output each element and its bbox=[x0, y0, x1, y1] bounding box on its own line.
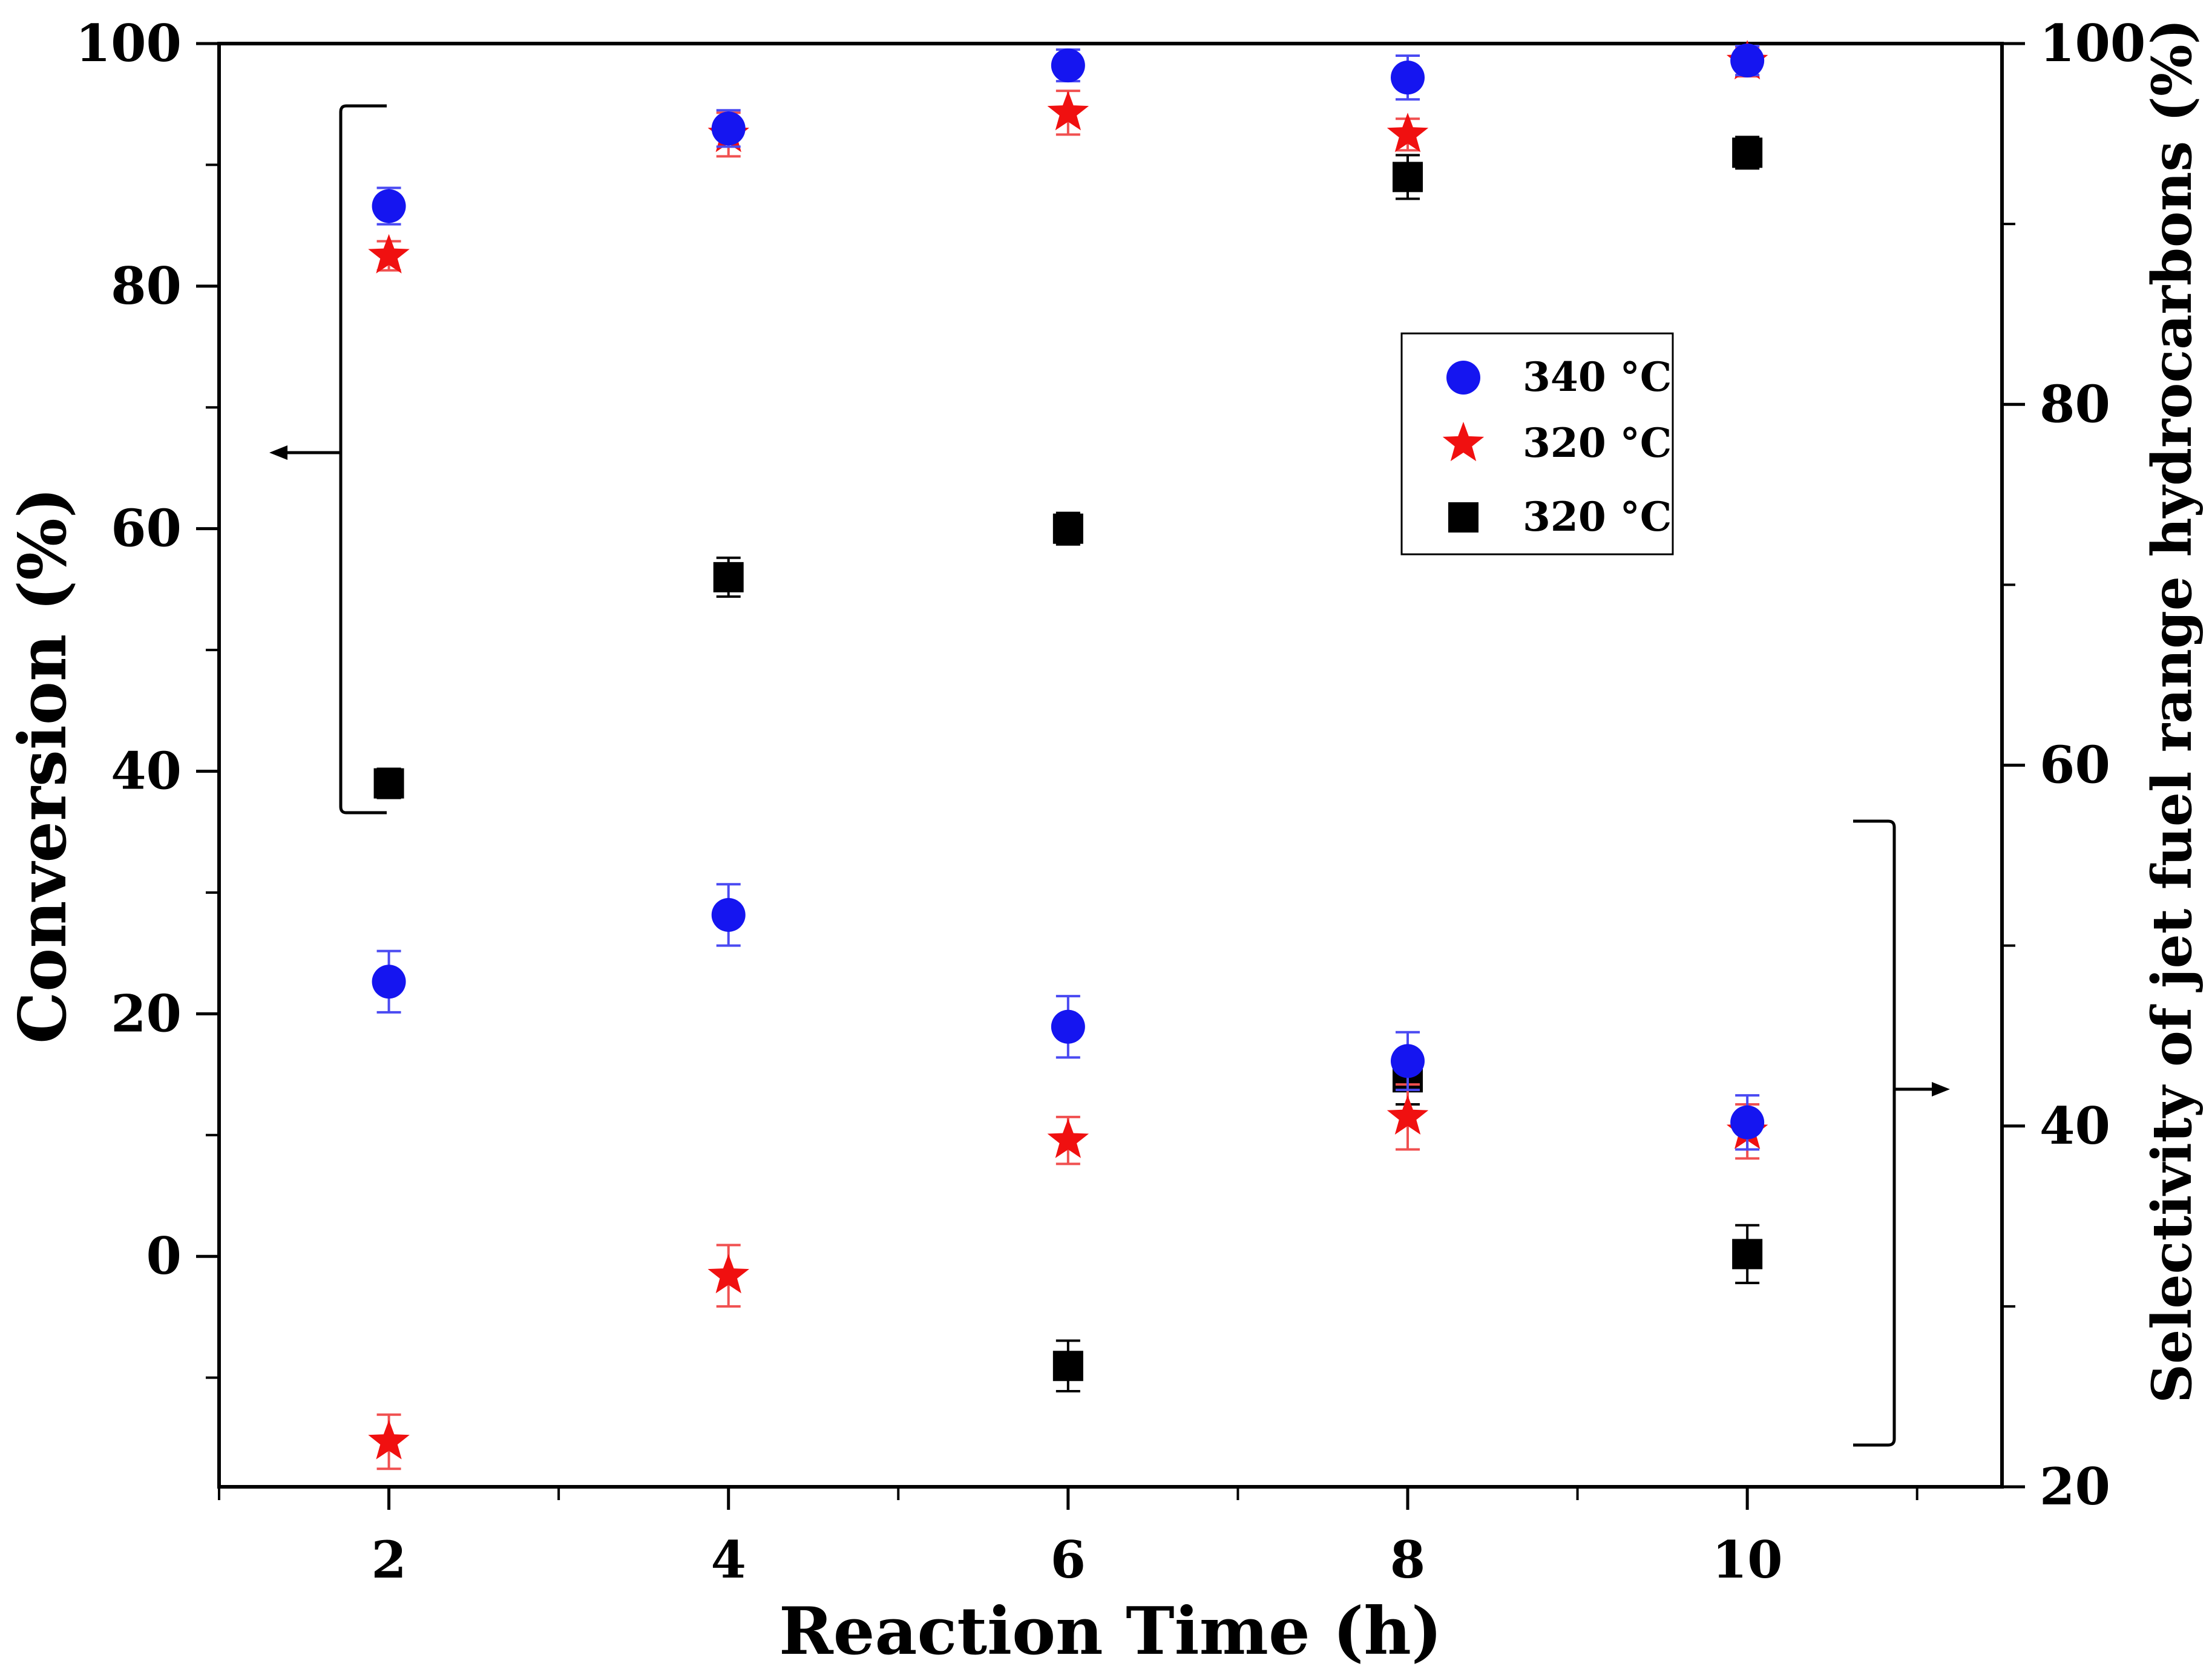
x-tick-label: 10 bbox=[1712, 1530, 1783, 1590]
data-point-conversion-square bbox=[713, 562, 744, 592]
data-point-selectivity-star bbox=[1387, 1095, 1429, 1135]
y-right-tick-label: 100 bbox=[2040, 13, 2145, 73]
bracket-annotations bbox=[269, 104, 1950, 1447]
data-point-conversion-circle bbox=[711, 111, 746, 146]
legend-marker-star bbox=[1442, 422, 1485, 462]
left-bracket bbox=[275, 104, 387, 815]
data-point-selectivity-star bbox=[1047, 1118, 1089, 1158]
data-point-selectivity-star bbox=[368, 1420, 410, 1460]
data-point-conversion-star bbox=[1387, 113, 1429, 152]
data-point-conversion-square bbox=[1052, 513, 1083, 544]
data-point-conversion-square bbox=[373, 768, 404, 799]
data-point-selectivity-square bbox=[1732, 1239, 1763, 1270]
data-point-conversion-star bbox=[1047, 91, 1089, 131]
data-point-conversion-square bbox=[1393, 162, 1423, 192]
legend-label: 320 °C bbox=[1523, 419, 1672, 467]
legend-marker-circle bbox=[1446, 361, 1480, 395]
x-axis-title: Reaction Time (h) bbox=[779, 1593, 1442, 1670]
axes-ticks bbox=[196, 42, 2025, 1510]
right-arrow-icon bbox=[1932, 1082, 1950, 1096]
y-axis-left-title: Conversion (%) bbox=[5, 487, 81, 1044]
y-right-tick-label: 60 bbox=[2040, 735, 2110, 795]
legend: 340 °C 320 °C 320 °C bbox=[1400, 332, 1674, 556]
y-left-tick-label: 100 bbox=[76, 13, 182, 73]
data-point-conversion-star bbox=[368, 234, 410, 274]
x-tick-label: 6 bbox=[1051, 1530, 1086, 1590]
plot-frame bbox=[217, 42, 2004, 1489]
y-left-tick-label: 60 bbox=[111, 499, 182, 559]
x-tick-label: 4 bbox=[711, 1530, 746, 1590]
y-left-tick-label: 20 bbox=[111, 983, 182, 1043]
data-point-conversion-circle bbox=[1051, 48, 1085, 83]
legend-label: 320 °C bbox=[1523, 493, 1672, 540]
x-tick-label: 8 bbox=[1390, 1530, 1425, 1590]
data-point-conversion-circle bbox=[372, 189, 406, 223]
data-point-selectivity-circle bbox=[1051, 1009, 1085, 1044]
y-right-tick-label: 20 bbox=[2040, 1457, 2110, 1516]
data-point-selectivity-circle bbox=[711, 897, 746, 932]
right-bracket bbox=[1853, 819, 1943, 1447]
y-left-tick-label: 40 bbox=[111, 741, 182, 801]
y-axis-right-title: Selectivity of jet fuel range hydrocarbo… bbox=[2140, 19, 2204, 1403]
y-left-tick-label: 0 bbox=[146, 1226, 182, 1286]
legend-label: 340 °C bbox=[1523, 353, 1672, 401]
legend-box bbox=[1400, 332, 1674, 556]
data-point-selectivity-circle bbox=[1730, 1105, 1765, 1139]
data-point-selectivity-circle bbox=[372, 965, 406, 999]
data-point-selectivity-square bbox=[1052, 1351, 1083, 1382]
y-right-tick-label: 80 bbox=[2040, 374, 2110, 434]
y-left-tick-label: 80 bbox=[111, 256, 182, 316]
data-point-selectivity-star bbox=[707, 1254, 749, 1294]
left-arrow-icon bbox=[269, 445, 287, 460]
y-right-tick-label: 40 bbox=[2040, 1096, 2110, 1156]
legend-marker-square bbox=[1448, 502, 1478, 533]
data-point-selectivity-circle bbox=[1391, 1044, 1425, 1078]
data-point-conversion-circle bbox=[1730, 44, 1765, 78]
data-point-conversion-square bbox=[1732, 137, 1763, 168]
data-points bbox=[368, 40, 1768, 1470]
x-tick-label: 2 bbox=[371, 1530, 406, 1590]
data-point-conversion-circle bbox=[1391, 61, 1425, 95]
